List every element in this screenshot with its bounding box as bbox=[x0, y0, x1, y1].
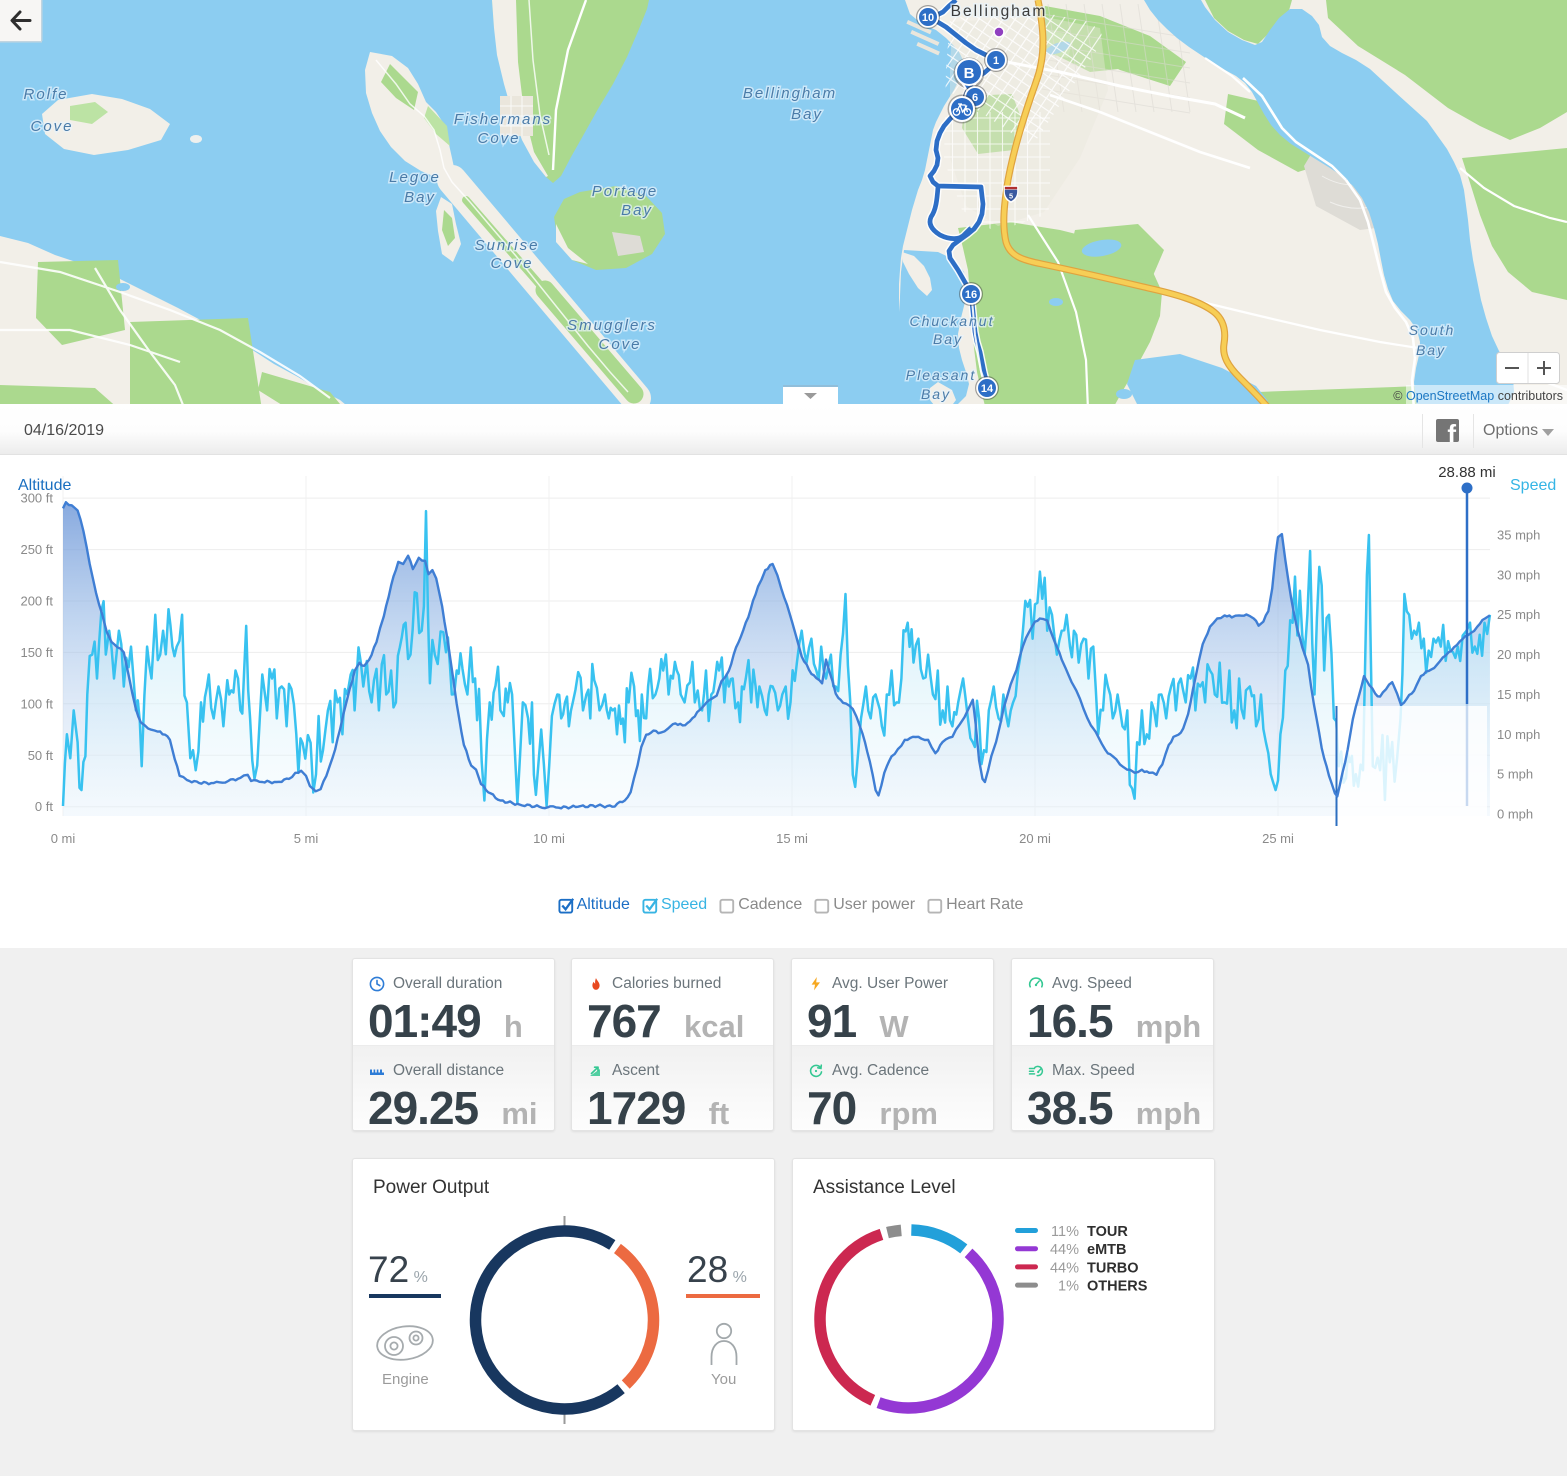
svg-text:150 ft: 150 ft bbox=[20, 645, 53, 660]
svg-text:15 mph: 15 mph bbox=[1497, 687, 1540, 702]
svg-text:OTHERS: OTHERS bbox=[1087, 1279, 1148, 1295]
svg-text:20 mi: 20 mi bbox=[1019, 831, 1051, 846]
svg-text:TURBO: TURBO bbox=[1087, 1260, 1139, 1276]
svg-text:1: 1 bbox=[993, 55, 999, 67]
svg-text:10 mph: 10 mph bbox=[1497, 727, 1540, 742]
svg-text:Bay: Bay bbox=[933, 331, 963, 347]
svg-text:6: 6 bbox=[972, 92, 978, 104]
svg-text:20 mph: 20 mph bbox=[1497, 647, 1540, 662]
svg-text:Cove: Cove bbox=[30, 118, 73, 135]
svg-text:16: 16 bbox=[965, 289, 977, 301]
svg-text:100 ft: 100 ft bbox=[20, 696, 53, 711]
svg-text:Bellingham: Bellingham bbox=[951, 3, 1048, 20]
svg-text:Cove: Cove bbox=[477, 130, 520, 147]
svg-text:5: 5 bbox=[1009, 191, 1013, 200]
svg-text:Bay: Bay bbox=[791, 106, 823, 123]
svg-text:1%: 1% bbox=[1058, 1279, 1079, 1295]
svg-text:25 mi: 25 mi bbox=[1262, 831, 1294, 846]
svg-text:0 mph: 0 mph bbox=[1497, 807, 1533, 822]
svg-text:250 ft: 250 ft bbox=[20, 542, 53, 557]
svg-text:Chuckanut: Chuckanut bbox=[910, 313, 995, 329]
svg-text:11%: 11% bbox=[1051, 1224, 1079, 1240]
svg-text:Bay: Bay bbox=[404, 189, 436, 206]
svg-text:50 ft: 50 ft bbox=[28, 748, 54, 763]
svg-text:0 mi: 0 mi bbox=[51, 831, 76, 846]
svg-text:15 mi: 15 mi bbox=[776, 831, 808, 846]
svg-text:Smugglers: Smugglers bbox=[567, 317, 657, 334]
svg-text:10: 10 bbox=[922, 12, 934, 24]
svg-text:25 mph: 25 mph bbox=[1497, 607, 1540, 622]
svg-text:5 mi: 5 mi bbox=[294, 831, 319, 846]
svg-text:44%: 44% bbox=[1050, 1260, 1079, 1276]
svg-text:10 mi: 10 mi bbox=[533, 831, 565, 846]
svg-text:Bay: Bay bbox=[621, 202, 653, 219]
svg-text:28.88 mi: 28.88 mi bbox=[1438, 464, 1496, 481]
svg-text:Cove: Cove bbox=[490, 255, 533, 272]
svg-text:Bay: Bay bbox=[1416, 342, 1446, 358]
svg-text:Fishermans: Fishermans bbox=[454, 111, 552, 128]
svg-text:35 mph: 35 mph bbox=[1497, 528, 1540, 543]
svg-text:TOUR: TOUR bbox=[1087, 1224, 1128, 1240]
svg-text:Portage: Portage bbox=[592, 183, 659, 200]
svg-text:Altitude: Altitude bbox=[18, 477, 71, 494]
svg-text:Legoe: Legoe bbox=[389, 169, 441, 186]
svg-text:Bay: Bay bbox=[921, 386, 951, 402]
svg-text:Rolfe: Rolfe bbox=[23, 86, 68, 103]
svg-text:eMTB: eMTB bbox=[1087, 1242, 1126, 1258]
svg-text:300 ft: 300 ft bbox=[20, 491, 53, 506]
svg-text:Speed: Speed bbox=[1510, 477, 1556, 494]
svg-text:Bellingham: Bellingham bbox=[743, 85, 837, 102]
svg-text:B: B bbox=[964, 65, 975, 82]
svg-text:South: South bbox=[1409, 322, 1456, 338]
svg-text:14: 14 bbox=[981, 383, 994, 395]
svg-text:0 ft: 0 ft bbox=[35, 799, 53, 814]
svg-text:Cove: Cove bbox=[598, 336, 641, 353]
svg-text:5 mph: 5 mph bbox=[1497, 767, 1533, 782]
svg-text:200 ft: 200 ft bbox=[20, 594, 53, 609]
svg-text:Pleasant: Pleasant bbox=[906, 367, 976, 383]
svg-text:30 mph: 30 mph bbox=[1497, 567, 1540, 582]
svg-text:44%: 44% bbox=[1050, 1242, 1079, 1258]
svg-text:© OpenStreetMap contributors: © OpenStreetMap contributors bbox=[1393, 389, 1563, 403]
svg-text:Sunrise: Sunrise bbox=[475, 237, 540, 254]
